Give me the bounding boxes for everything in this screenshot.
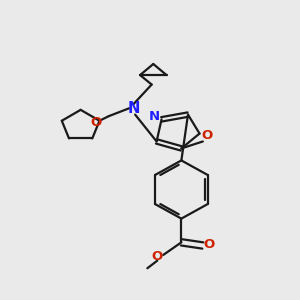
Text: O: O: [204, 238, 215, 251]
Text: N: N: [149, 110, 160, 123]
Text: O: O: [90, 116, 101, 129]
Text: N: N: [127, 101, 140, 116]
Text: O: O: [151, 250, 162, 263]
Text: O: O: [202, 129, 213, 142]
